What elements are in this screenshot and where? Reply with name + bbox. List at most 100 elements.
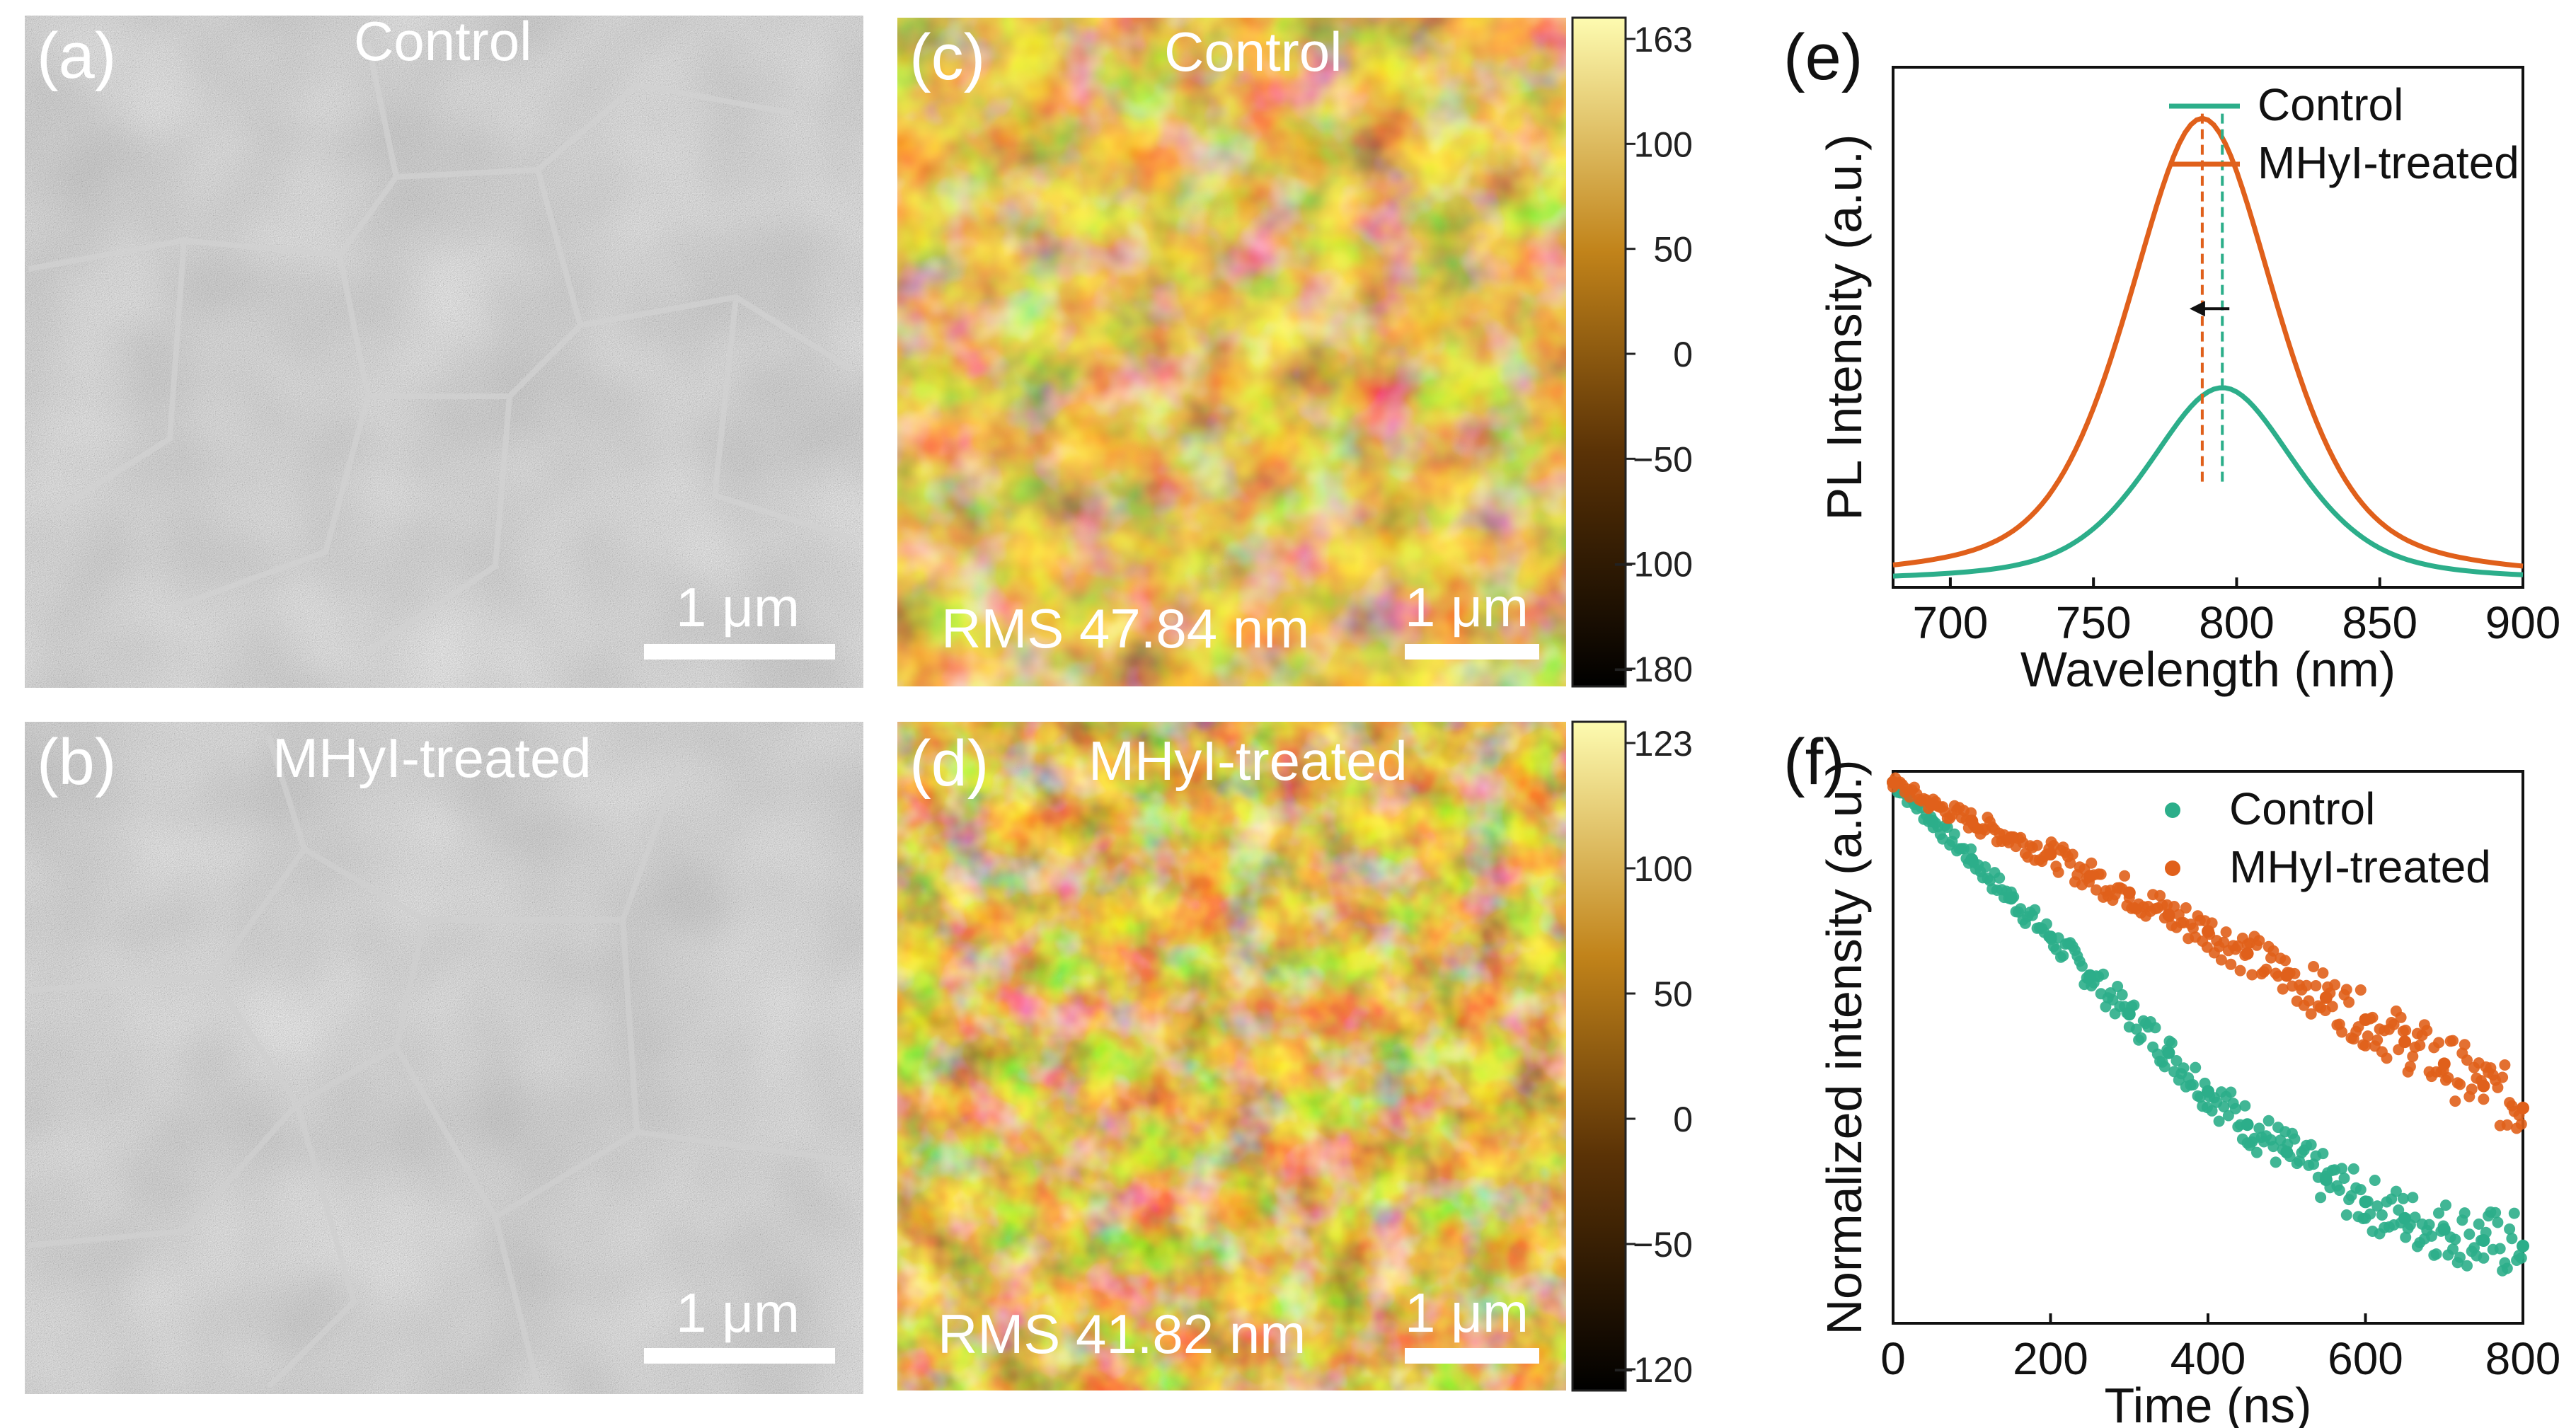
data-point [2501, 1119, 2513, 1131]
data-point [2180, 902, 2192, 914]
data-point [2354, 1184, 2367, 1196]
y-axis-label: Normalized intensity (a.u.) [1817, 759, 1872, 1335]
data-point [2130, 1023, 2142, 1035]
data-point [2234, 965, 2246, 977]
data-point [2369, 1175, 2381, 1186]
data-point [2393, 1204, 2405, 1216]
data-point [2459, 1039, 2471, 1051]
data-point [2319, 1173, 2333, 1187]
data-point [2083, 870, 2097, 883]
data-point [2270, 1156, 2282, 1168]
data-point [2301, 979, 2313, 991]
data-point [2442, 1072, 2454, 1083]
data-point [2280, 1146, 2294, 1159]
panel-c-rms: RMS 47.84 nm [941, 597, 1309, 660]
data-point [2463, 1228, 2476, 1240]
data-point [2251, 1146, 2262, 1158]
colorbar-tick-label: −180 [1613, 650, 1693, 689]
data-point [2239, 1100, 2251, 1112]
data-point [2440, 1199, 2451, 1211]
data-point [2083, 969, 2097, 982]
data-point [2466, 1083, 2478, 1095]
data-point [2253, 1122, 2265, 1134]
data-point [2388, 1018, 2400, 1030]
colorbar-tick-label: 100 [1634, 125, 1693, 164]
data-point [2149, 1022, 2161, 1034]
data-point [2076, 960, 2088, 972]
x-tick-label: 200 [2013, 1333, 2088, 1384]
series-line [1892, 115, 2524, 569]
colorbar-tick-label: 123 [1634, 724, 1693, 764]
data-point [2359, 1195, 2372, 1209]
data-point [2057, 950, 2069, 962]
data-point [2336, 1163, 2348, 1175]
legend-label: Control [2258, 79, 2403, 130]
data-point [2315, 1192, 2327, 1204]
data-point [2425, 1230, 2437, 1242]
data-point [2044, 848, 2057, 860]
data-point [2119, 870, 2131, 882]
data-point [2277, 983, 2289, 995]
colorbar-tick-label: −50 [1633, 439, 1693, 479]
data-point [2517, 1239, 2529, 1253]
panel-d: (d) MHyI-treated RMS 41.82 nm 1 μm 123 10… [896, 720, 1693, 1392]
panel-c-colorbar [1571, 16, 1627, 688]
data-point [2414, 1040, 2426, 1052]
data-point [2260, 963, 2272, 975]
data-point [2504, 1223, 2516, 1235]
data-point [2225, 958, 2237, 970]
data-point [2501, 1262, 2513, 1274]
panel-a-caption: Control [354, 10, 531, 72]
data-point [2215, 954, 2227, 966]
panel-d-colorbar [1571, 720, 1627, 1392]
data-point [2494, 1243, 2506, 1255]
data-point [2015, 903, 2027, 915]
data-point [2473, 1218, 2485, 1230]
data-point [1965, 853, 1979, 866]
data-point [2326, 1001, 2338, 1013]
legend-label: MHyI-treated [2258, 137, 2519, 188]
data-point [2319, 991, 2333, 1004]
data-point [2225, 1086, 2237, 1098]
panel-d-scale-label: 1 μm [1405, 1282, 1529, 1344]
data-point [2359, 1013, 2372, 1026]
x-tick-label: 400 [2170, 1333, 2246, 1384]
data-point [2447, 1035, 2459, 1047]
data-point [2390, 1185, 2402, 1197]
data-point [2218, 1101, 2230, 1112]
data-point [2508, 1207, 2520, 1219]
panel-a-letter: (a) [37, 20, 116, 92]
x-tick-label: 750 [2056, 597, 2132, 648]
panel-e-letter: (e) [1783, 21, 1863, 93]
data-point [2158, 1061, 2170, 1073]
data-point [2362, 1030, 2374, 1042]
data-point [2454, 1078, 2466, 1090]
data-point [2122, 886, 2136, 899]
x-tick-label: 850 [2342, 597, 2417, 648]
data-point [2004, 892, 2018, 905]
data-point [2400, 1231, 2412, 1243]
panel-c-colorbar-ticks: 163 100 50 0 −50 −100 −180 [1613, 20, 1693, 689]
x-tick-label: 900 [2485, 597, 2561, 648]
panel-d-caption: MHyI-treated [1088, 730, 1408, 792]
data-point [1941, 822, 1953, 833]
legend-label: Control [2229, 783, 2375, 834]
data-point [2343, 996, 2355, 1008]
data-point [2289, 1133, 2301, 1145]
data-point [2229, 1102, 2241, 1115]
colorbar-tick-label: 50 [1653, 230, 1693, 270]
panel-b-scale-label: 1 μm [676, 1282, 800, 1344]
x-tick-label: 600 [2328, 1333, 2403, 1384]
data-point [2162, 1046, 2175, 1059]
data-point [2162, 908, 2175, 921]
data-point [2317, 967, 2329, 979]
data-point [2478, 1252, 2490, 1264]
panel-c-caption: Control [1164, 21, 1342, 83]
data-point [2407, 1192, 2419, 1204]
data-point [1926, 798, 1939, 811]
data-point [2128, 999, 2140, 1011]
legend-label: MHyI-treated [2229, 841, 2491, 892]
data-point [2517, 1101, 2529, 1115]
data-point [2515, 1252, 2527, 1264]
data-point [2371, 1034, 2384, 1046]
